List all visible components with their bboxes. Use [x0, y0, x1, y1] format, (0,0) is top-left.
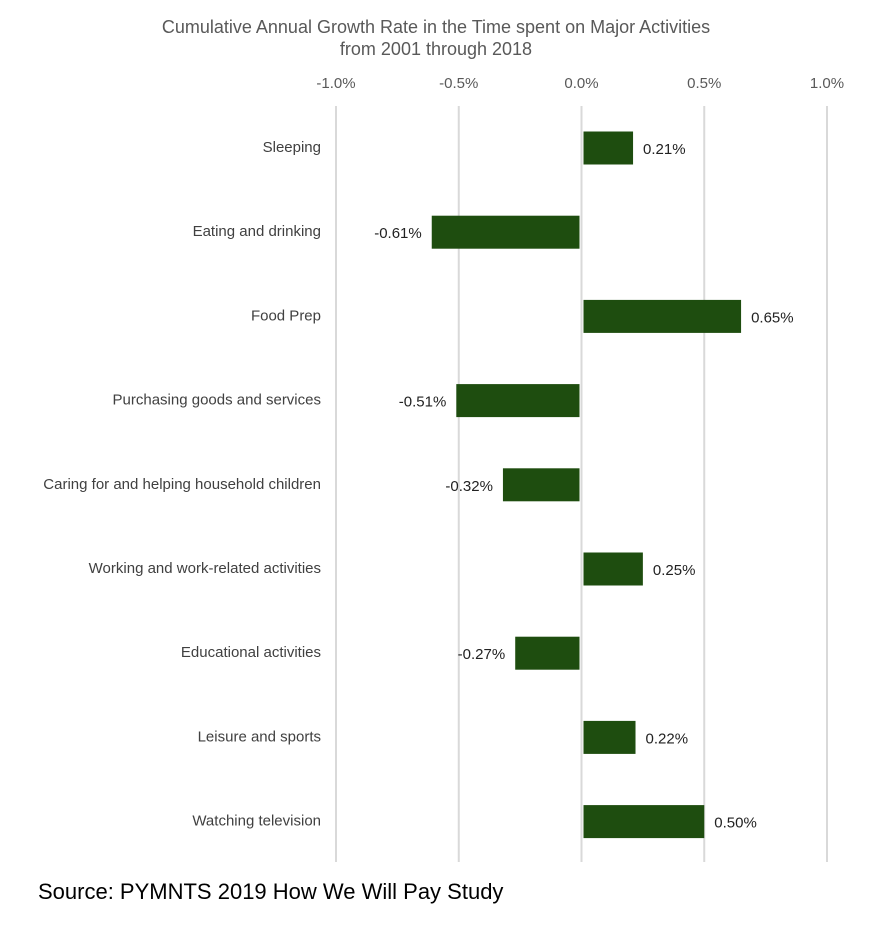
y-tick-label: Educational activities — [181, 644, 321, 661]
chart-title: Cumulative Annual Growth Rate in the Tim… — [162, 17, 710, 37]
data-label: 0.21% — [643, 141, 686, 158]
data-label: -0.32% — [445, 478, 493, 495]
bar — [583, 552, 643, 586]
x-tick-label: 0.0% — [564, 75, 598, 92]
y-tick-label: Watching television — [192, 813, 321, 830]
bar — [583, 131, 634, 165]
y-tick-label: Eating and drinking — [193, 223, 321, 240]
x-tick-label: -1.0% — [316, 75, 355, 92]
bar — [583, 805, 705, 839]
data-label: -0.51% — [399, 394, 447, 411]
source-note: Source: PYMNTS 2019 How We Will Pay Stud… — [38, 879, 503, 904]
x-tick-label: -0.5% — [439, 75, 478, 92]
bar — [456, 384, 580, 418]
bar — [515, 636, 580, 670]
chart-title: from 2001 through 2018 — [340, 39, 532, 59]
y-tick-label: Leisure and sports — [198, 728, 321, 745]
bar — [431, 215, 580, 249]
data-label: 0.25% — [653, 562, 696, 579]
data-label: 0.50% — [714, 815, 757, 832]
y-tick-label: Food Prep — [251, 307, 321, 324]
y-tick-label: Purchasing goods and services — [113, 392, 321, 409]
bar — [583, 299, 742, 333]
y-tick-label: Caring for and helping household childre… — [43, 476, 321, 493]
x-tick-label: 1.0% — [810, 75, 844, 92]
data-label: -0.61% — [374, 225, 422, 242]
data-label: -0.27% — [458, 646, 506, 663]
x-tick-label: 0.5% — [687, 75, 721, 92]
data-label: 0.65% — [751, 309, 794, 326]
data-label: 0.22% — [646, 730, 689, 747]
bar — [583, 720, 636, 754]
y-tick-label: Sleeping — [263, 139, 321, 156]
y-tick-label: Working and work-related activities — [89, 560, 321, 577]
bar — [502, 468, 580, 502]
